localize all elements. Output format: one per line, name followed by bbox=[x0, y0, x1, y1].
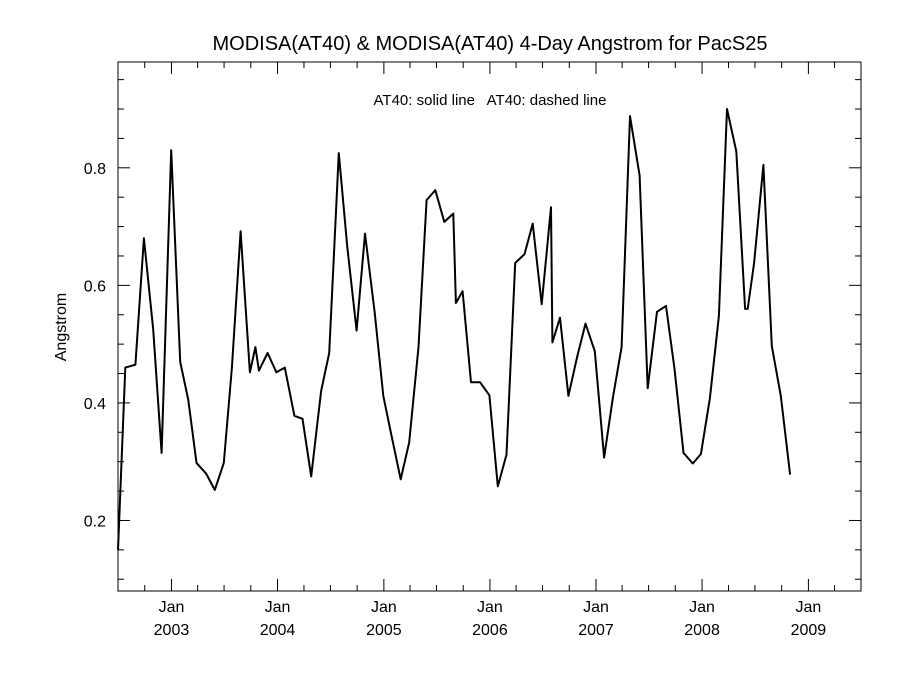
x-tick-year-label: 2008 bbox=[684, 622, 720, 639]
y-axis-label: Angstrom bbox=[53, 293, 70, 361]
x-tick-month-label: Jan bbox=[265, 599, 291, 616]
x-tick-month-label: Jan bbox=[583, 599, 609, 616]
x-tick-year-label: 2003 bbox=[154, 622, 190, 639]
x-tick-month-label: Jan bbox=[159, 599, 185, 616]
x-tick-month-label: Jan bbox=[796, 599, 822, 616]
series-line-solid bbox=[117, 108, 792, 550]
y-tick-label: 0.4 bbox=[84, 396, 106, 413]
x-axis-ticks: Jan 2003 Jan 2004 Jan 2005 Jan 2006 Jan 2007 Jan 20… bbox=[144, 62, 836, 639]
x-tick-year-label: 2006 bbox=[472, 622, 508, 639]
x-tick-month-label: Jan bbox=[689, 599, 715, 616]
x-tick-year-label: 2009 bbox=[791, 622, 827, 639]
y-tick-label: 0.6 bbox=[84, 278, 106, 295]
legend-text: AT40: solid line AT40: dashed line bbox=[374, 92, 607, 109]
series-group bbox=[117, 108, 792, 550]
y-tick-label: 0.8 bbox=[84, 161, 106, 178]
chart-title: MODISA(AT40) & MODISA(AT40) 4-Day Angstr… bbox=[213, 33, 768, 55]
plot-frame bbox=[117, 61, 862, 592]
x-tick-year-label: 2007 bbox=[578, 622, 614, 639]
y-axis-ticks: 0.2 0.4 0.6 0.8 bbox=[84, 79, 861, 580]
x-tick-month-label: Jan bbox=[477, 599, 503, 616]
y-tick-label: 0.2 bbox=[84, 513, 106, 530]
x-tick-year-label: 2005 bbox=[366, 622, 402, 639]
x-tick-year-label: 2004 bbox=[260, 622, 296, 639]
x-tick-month-label: Jan bbox=[371, 599, 397, 616]
